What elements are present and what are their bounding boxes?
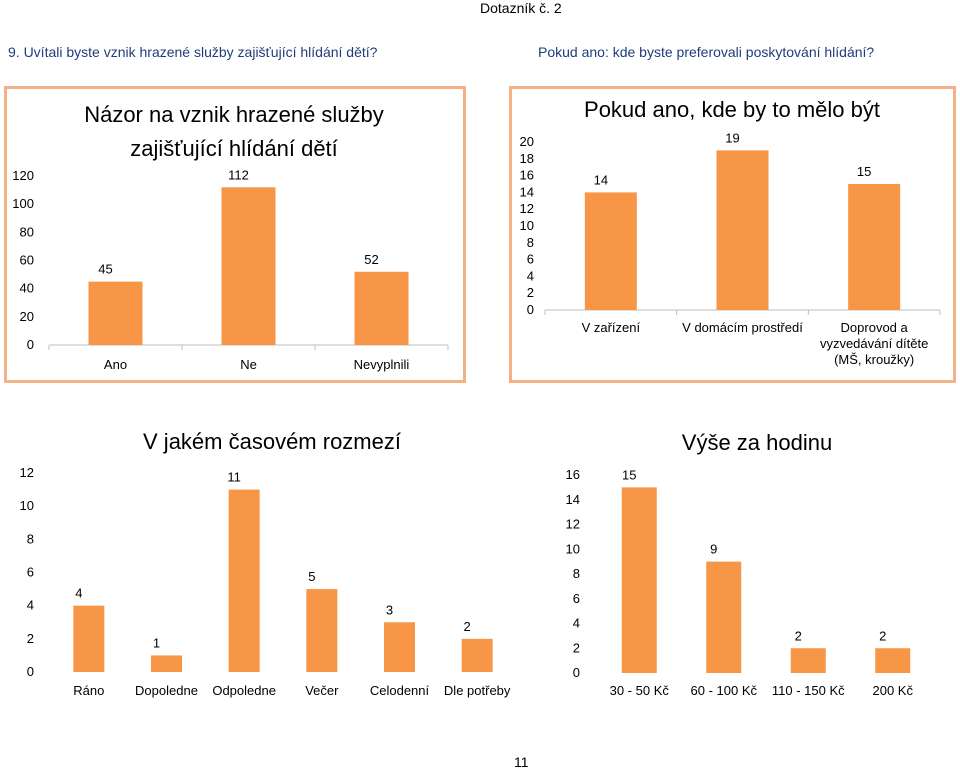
chart-2-data-label: 14 [594, 172, 608, 187]
chart-4-ytick-label: 6 [573, 591, 580, 606]
chart-2-ytick-label: 6 [527, 252, 534, 267]
chart-3-ytick-label: 10 [20, 498, 34, 513]
chart-2-data-label: 19 [725, 130, 739, 145]
chart-2-data-label: 15 [857, 164, 871, 179]
chart-1-ytick-label: 0 [27, 337, 34, 352]
chart-1-category-label: Ano [104, 357, 127, 372]
chart-3-bar [384, 622, 415, 672]
chart-3-category-label: Dle potřeby [444, 683, 511, 698]
page-number: 11 [514, 754, 529, 770]
chart-2-ytick-label: 4 [527, 268, 534, 283]
chart-4-ytick-label: 8 [573, 566, 580, 581]
chart-2-category-label: Doprovod a [841, 320, 909, 335]
chart-4-ytick-label: 10 [566, 541, 580, 556]
chart-3-data-label: 5 [308, 569, 315, 584]
chart-1-ytick-label: 120 [12, 168, 34, 183]
chart-2-bar [848, 184, 901, 310]
chart-4-data-label: 2 [795, 628, 802, 643]
chart-2-category-label: V zařízení [582, 320, 641, 335]
chart-1-title: Názor na vznik hrazené služby [84, 102, 384, 127]
chart-2-bar [716, 150, 769, 310]
chart-3-category-label: Odpoledne [212, 683, 276, 698]
chart-3-data-label: 11 [227, 470, 241, 485]
chart-3-bar [151, 655, 182, 672]
chart-3-data-label: 2 [464, 619, 471, 634]
chart-2-ytick-label: 18 [520, 151, 534, 166]
chart-1-title: zajišťující hlídání dětí [130, 136, 338, 161]
chart-4-ytick-label: 2 [573, 640, 580, 655]
chart-2-category-label: V domácím prostředí [682, 320, 803, 335]
chart-4-bar [875, 648, 911, 673]
chart-1-ytick-label: 40 [20, 281, 34, 296]
chart-4-category-label: 200 Kč [873, 683, 914, 698]
question-left: 9. Uvítali byste vznik hrazené služby za… [8, 44, 378, 60]
chart-1-data-label: 52 [364, 252, 378, 267]
chart-4-ytick-label: 0 [573, 665, 580, 680]
chart-2-ytick-label: 12 [520, 201, 534, 216]
chart-3-data-label: 3 [386, 602, 393, 617]
chart-4-title: Výše za hodinu [682, 430, 832, 455]
chart-4-category-label: 60 - 100 Kč [691, 683, 758, 698]
chart-3-ytick-label: 6 [27, 565, 34, 580]
chart-3-ytick-label: 12 [20, 465, 34, 480]
chart-4-category-label: 30 - 50 Kč [610, 683, 670, 698]
chart-4-data-label: 9 [710, 542, 717, 557]
chart-4-ytick-label: 4 [573, 616, 580, 631]
chart-1-bar [88, 281, 143, 345]
chart-2-category-label: vyzvedávání dítěte [820, 336, 928, 351]
chart-4-ytick-label: 16 [566, 467, 580, 482]
chart-2-ytick-label: 16 [520, 168, 534, 183]
chart-1-data-label: 112 [228, 167, 249, 182]
chart-3-category-label: Dopoledne [135, 683, 198, 698]
chart-3-category-label: Ráno [73, 683, 104, 698]
chart-2-ytick-label: 8 [527, 235, 534, 250]
chart-4-ytick-label: 14 [566, 492, 580, 507]
chart-3-data-label: 4 [75, 586, 82, 601]
chart-4-bar [706, 561, 742, 673]
chart-3-bar [461, 638, 493, 672]
chart-3-category-label: Celodenní [370, 683, 430, 698]
chart-2-ytick-label: 0 [527, 302, 534, 317]
chart-1-ytick-label: 80 [20, 224, 34, 239]
chart-3-ytick-label: 4 [27, 598, 34, 613]
chart-3-ytick-label: 2 [27, 631, 34, 646]
chart-4-data-label: 2 [879, 628, 886, 643]
chart-1-bar [354, 271, 409, 345]
chart-3-ytick-label: 8 [27, 531, 34, 546]
chart-1-ytick-label: 20 [20, 309, 34, 324]
chart-4-data-label: 15 [622, 467, 636, 482]
chart-1-category-label: Nevyplnili [354, 357, 410, 372]
chart-4-bar [790, 648, 826, 673]
chart-1-ytick-label: 100 [12, 196, 34, 211]
chart-2-title: Pokud ano, kde by to mělo být [584, 97, 880, 122]
question-right: Pokud ano: kde byste preferovali poskyto… [538, 44, 875, 60]
chart-4-ytick-label: 12 [566, 517, 580, 532]
chart-2-ytick-label: 2 [527, 285, 534, 300]
chart-2-ytick-label: 20 [520, 134, 534, 149]
chart-2-category-label: (MŠ, kroužky) [834, 352, 914, 367]
chart-4-bar [621, 487, 657, 673]
chart-4-category-label: 110 - 150 Kč [772, 683, 845, 698]
document-header-title: Dotazník č. 2 [480, 0, 562, 16]
chart-3-bar [73, 605, 105, 672]
chart-1-bar [221, 187, 276, 345]
chart-1-data-label: 45 [98, 262, 112, 277]
chart-3-category-label: Večer [305, 683, 339, 698]
chart-2-ytick-label: 10 [520, 218, 534, 233]
chart-3-bar [306, 589, 338, 672]
chart-1-category-label: Ne [240, 357, 257, 372]
chart-3-data-label: 1 [153, 635, 160, 650]
chart-1-ytick-label: 60 [20, 253, 34, 268]
chart-3-title: V jakém časovém rozmezí [143, 429, 401, 454]
chart-2-ytick-label: 14 [520, 184, 534, 199]
chart-3-ytick-label: 0 [27, 664, 34, 679]
chart-3-bar [228, 489, 260, 672]
chart-2-bar [584, 192, 637, 310]
